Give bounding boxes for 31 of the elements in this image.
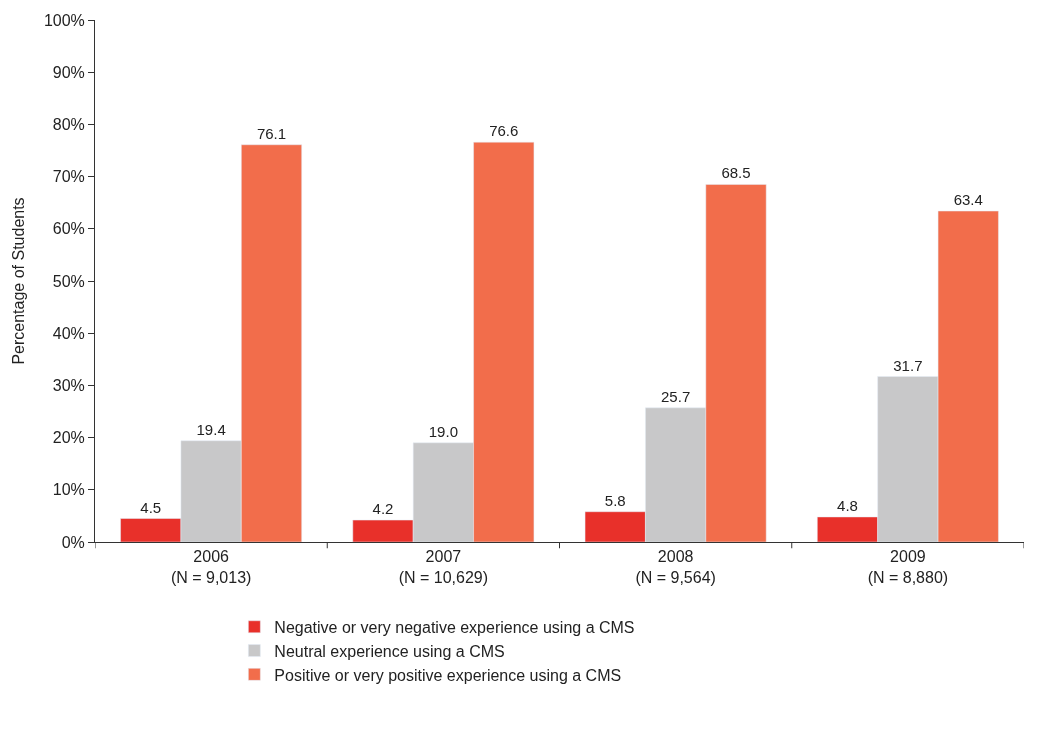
y-tick-label: 70% bbox=[52, 168, 85, 186]
y-tick-label: 20% bbox=[52, 429, 85, 447]
data-label: 63.4 bbox=[953, 191, 983, 209]
legend-label: Neutral experience using a CMS bbox=[274, 642, 505, 660]
data-label: 76.1 bbox=[256, 124, 287, 142]
data-label: 5.8 bbox=[604, 491, 626, 509]
data-label: 68.5 bbox=[721, 164, 751, 182]
data-label: 4.8 bbox=[837, 496, 858, 514]
legend-label: Negative or very negative experience using a CMS bbox=[274, 619, 635, 636]
y-tick-label: 90% bbox=[52, 63, 85, 81]
y-tick-label: 10% bbox=[52, 481, 85, 499]
y-tick-label: 80% bbox=[52, 116, 85, 133]
data-label: 4.2 bbox=[372, 500, 394, 518]
data-label: 19.0 bbox=[428, 422, 458, 440]
y-tick-label: 0% bbox=[61, 533, 85, 551]
x-tick-label: 2007 (N = 10,629) bbox=[398, 548, 489, 586]
y-tick-label: 100% bbox=[43, 11, 85, 29]
data-label: 76.6 bbox=[489, 122, 519, 140]
data-label: 25.7 bbox=[661, 387, 691, 405]
y-tick-label: 60% bbox=[52, 220, 85, 238]
data-label: 19.4 bbox=[196, 420, 226, 438]
data-label: 4.5 bbox=[140, 498, 162, 516]
y-tick-label: 50% bbox=[52, 272, 85, 290]
y-tick-label: 30% bbox=[52, 377, 85, 394]
x-tick-label: 2008 (N = 9,564) bbox=[635, 548, 716, 586]
x-tick-label: 2009 (N = 8,880) bbox=[867, 548, 949, 586]
y-axis-title: Percentage of Students bbox=[9, 197, 27, 365]
data-label: 31.7 bbox=[893, 356, 923, 374]
x-tick-label: 2006 (N = 9,013) bbox=[170, 548, 252, 586]
legend-label: Positive or very positive experience using a CMS bbox=[274, 666, 622, 684]
y-tick-label: 40% bbox=[52, 324, 85, 342]
